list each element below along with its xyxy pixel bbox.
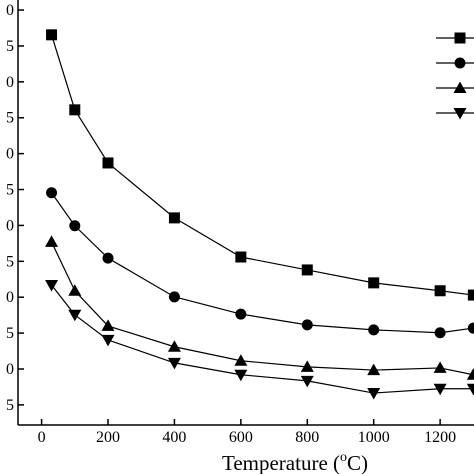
marker bbox=[235, 308, 247, 320]
x-title-part: C) bbox=[347, 451, 368, 474]
x-tick-label: 1000 bbox=[358, 429, 390, 446]
marker bbox=[235, 251, 247, 263]
marker bbox=[168, 212, 180, 224]
marker bbox=[466, 383, 474, 396]
y-tick-label: 5 bbox=[6, 397, 14, 414]
legend-item bbox=[436, 57, 474, 69]
marker bbox=[101, 334, 115, 347]
marker bbox=[46, 29, 58, 41]
marker bbox=[69, 220, 81, 232]
marker bbox=[69, 104, 81, 116]
marker bbox=[453, 108, 467, 120]
y-tick-label: 5 bbox=[6, 38, 14, 55]
y-tick-label: 5 bbox=[6, 325, 14, 342]
x-tick-label: 0 bbox=[38, 429, 46, 446]
marker bbox=[168, 291, 180, 303]
x-axis-title: Temperature (oC) bbox=[222, 450, 368, 474]
marker bbox=[234, 354, 248, 366]
series-line bbox=[51, 284, 474, 394]
marker bbox=[301, 264, 313, 276]
marker bbox=[102, 252, 114, 264]
x-tick-label: 400 bbox=[162, 429, 186, 446]
legend-item bbox=[436, 108, 474, 120]
x-tick-label: 800 bbox=[295, 429, 319, 446]
y-tick-label: 5 bbox=[6, 110, 14, 127]
marker bbox=[68, 284, 82, 296]
marker bbox=[367, 363, 381, 376]
marker bbox=[454, 57, 466, 69]
marker bbox=[467, 289, 474, 301]
marker bbox=[368, 277, 380, 289]
marker bbox=[300, 360, 314, 372]
marker bbox=[301, 319, 313, 331]
series-line bbox=[50, 34, 474, 296]
marker bbox=[45, 280, 59, 292]
marker bbox=[101, 319, 115, 331]
x-title-part: Temperature ( bbox=[222, 451, 340, 474]
x-tick-label: 200 bbox=[96, 429, 120, 446]
x-title-sup: o bbox=[340, 450, 347, 465]
marker bbox=[234, 369, 248, 382]
marker bbox=[367, 388, 381, 400]
marker bbox=[68, 309, 82, 322]
plot-area bbox=[45, 29, 474, 400]
y-tick-label: 5 bbox=[6, 253, 14, 270]
marker bbox=[453, 81, 467, 93]
legend bbox=[436, 32, 474, 120]
legend-item bbox=[436, 32, 474, 44]
y-tick-label: 5 bbox=[6, 182, 14, 199]
marker bbox=[434, 327, 446, 339]
y-tick-label: 0 bbox=[6, 146, 14, 163]
y-tick-label: 0 bbox=[6, 289, 14, 306]
y-tick-label: 0 bbox=[6, 361, 14, 378]
marker bbox=[467, 322, 474, 334]
legend-item bbox=[436, 81, 474, 93]
marker bbox=[45, 235, 59, 247]
x-tick-label: 1200 bbox=[424, 429, 456, 446]
marker bbox=[466, 368, 474, 380]
y-tick-label: 0 bbox=[6, 2, 14, 19]
marker bbox=[300, 375, 314, 388]
marker bbox=[46, 187, 58, 199]
marker bbox=[167, 357, 181, 370]
marker bbox=[454, 32, 466, 44]
series-line bbox=[51, 192, 474, 334]
y-tick-label: 0 bbox=[6, 217, 14, 234]
marker bbox=[433, 383, 447, 396]
marker bbox=[167, 340, 181, 352]
marker bbox=[434, 285, 446, 297]
x-tick-label: 600 bbox=[229, 429, 253, 446]
y-tick-label: 0 bbox=[6, 74, 14, 91]
marker bbox=[433, 361, 447, 373]
marker bbox=[368, 324, 380, 336]
marker bbox=[102, 157, 114, 169]
